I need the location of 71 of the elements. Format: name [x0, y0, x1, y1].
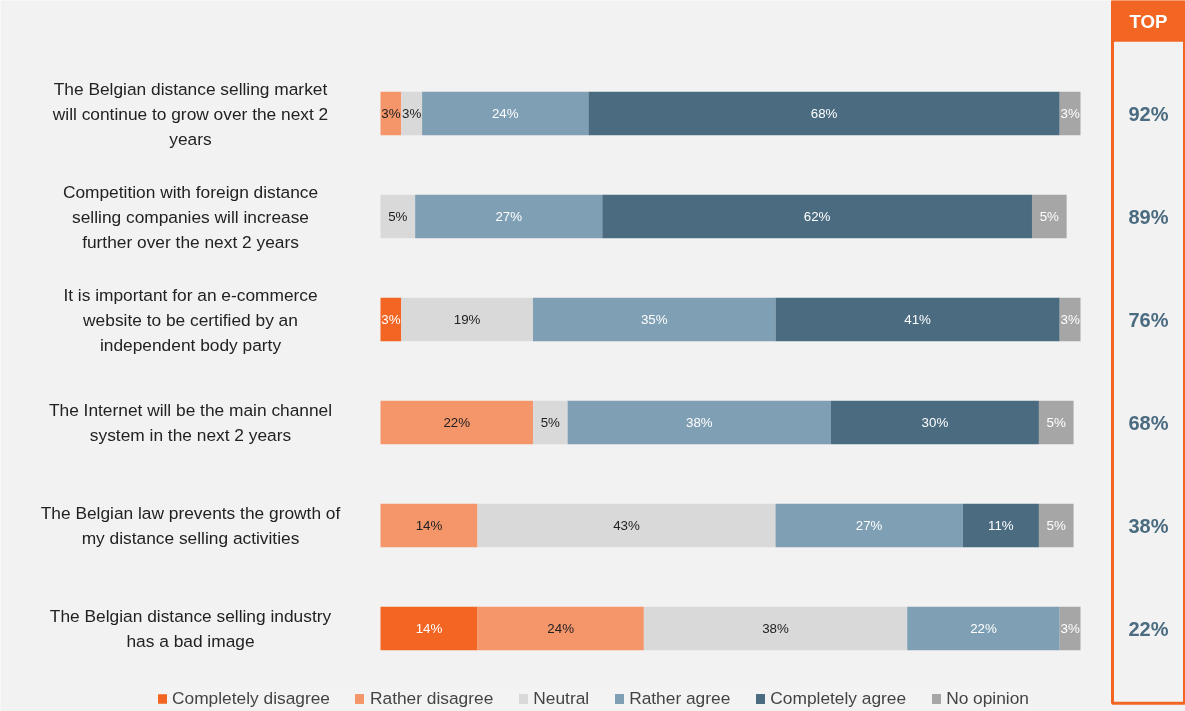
data-label: 5% [540, 415, 561, 430]
bar [1031, 194, 1067, 239]
legend-label: Completely agree [770, 688, 907, 709]
text: TOP [1129, 10, 1168, 32]
bar [415, 194, 603, 239]
text: 68% [1128, 411, 1169, 434]
legend-label: No opinion [946, 688, 1029, 709]
bar [775, 503, 963, 548]
data-label: 5% [1046, 518, 1067, 533]
data-label: 3% [1060, 106, 1080, 121]
data-label: 19% [453, 312, 481, 327]
legend-label: Completely disagree [172, 688, 330, 709]
legend-label: Rather agree [629, 688, 731, 709]
data-label: 38% [762, 621, 790, 636]
bar [532, 297, 776, 342]
text: 38% [1128, 514, 1169, 537]
y-tick-label: The Belgian distance selling market will continue to grow over the next 2 years [51, 78, 329, 149]
bar [1038, 503, 1074, 548]
data-label: 62% [803, 209, 831, 224]
data-label: 35% [640, 312, 668, 327]
bar [775, 297, 1060, 342]
bar [532, 400, 568, 445]
y-tick-label: The Belgian law prevents the growth of my distance selling activities [40, 503, 341, 548]
bar [380, 194, 416, 239]
legend-label: Rather disagree [369, 688, 494, 709]
data-label: 27% [855, 518, 883, 533]
data-label: 22% [443, 415, 471, 430]
bar [380, 503, 478, 548]
text: 89% [1128, 205, 1169, 228]
bar [401, 297, 533, 342]
data-label: 14% [415, 621, 443, 636]
data-label: 3% [381, 312, 401, 327]
bar [602, 194, 1032, 239]
data-label: 3% [402, 106, 422, 121]
bar [831, 400, 1039, 445]
bar [380, 400, 533, 445]
data-label: 41% [904, 312, 932, 327]
text: 76% [1128, 308, 1169, 331]
bar [567, 400, 831, 445]
bar [422, 91, 589, 136]
bar [962, 503, 1039, 548]
y-tick-label: The Internet will be the main channel system in the next 2 years [48, 400, 333, 445]
y-tick-label: It is important for an e-commerce website to be certified by an independent body party [63, 284, 318, 355]
data-label: 30% [921, 415, 949, 430]
data-label: 24% [491, 106, 519, 121]
data-label: 38% [685, 415, 713, 430]
bar [588, 91, 1060, 136]
data-label: 68% [810, 106, 838, 121]
data-label: 3% [1060, 312, 1080, 327]
data-label: 27% [495, 209, 523, 224]
bar [380, 606, 478, 651]
bar [1038, 400, 1074, 445]
data-label: 3% [1060, 621, 1080, 636]
bar [907, 606, 1060, 651]
legend-label: Neutral [533, 688, 590, 709]
y-tick-label: Competition with foreign distance selling companies will increase further over the next 2 years [62, 181, 319, 252]
text: 22% [1128, 617, 1169, 640]
data-label: 3% [381, 106, 401, 121]
data-label: 14% [415, 518, 443, 533]
y-tick-label: The Belgian distance selling industry has a bad image [49, 606, 332, 651]
data-label: 24% [547, 621, 575, 636]
bar [477, 503, 776, 548]
data-label: 22% [970, 621, 997, 636]
data-label: 5% [1046, 415, 1067, 430]
data-label: 11% [987, 518, 1014, 533]
bar [643, 606, 908, 651]
data-label: 43% [613, 518, 641, 533]
bar [477, 606, 644, 651]
text: 92% [1128, 102, 1169, 125]
data-label: 5% [388, 209, 408, 224]
data-label: 5% [1039, 209, 1060, 224]
